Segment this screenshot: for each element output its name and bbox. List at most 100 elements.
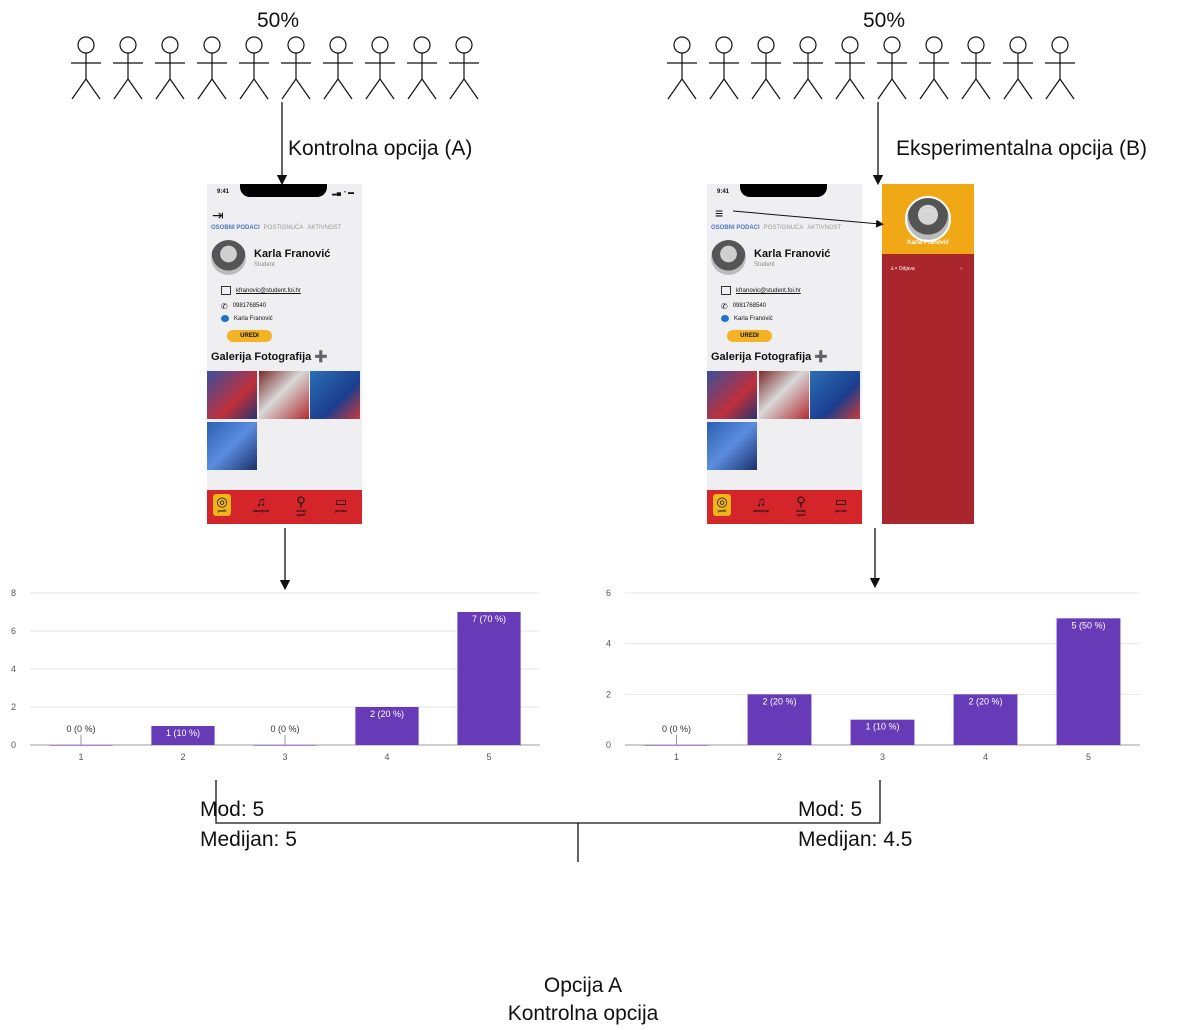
email-text[interactable]: kfranovic@student.foi.hr (236, 288, 301, 295)
phone-screenshot-b: 9:41 ≡ OSOBNI PODACI POSTIGNUĆA AKTIVNOST … (707, 184, 862, 524)
bar (747, 694, 812, 745)
mode-b: Mod: 5 (798, 798, 863, 821)
stick-figure-icon (961, 36, 991, 100)
stick-figure-icon (751, 36, 781, 100)
phone-notch (240, 184, 327, 197)
drawer-logout-item[interactable]: ♙× Odjava › (890, 266, 972, 272)
y-tick-label: 0 (11, 740, 16, 750)
data-label: 1 (10 %) (166, 728, 200, 738)
phone-text: 0981768540 (232, 303, 267, 310)
phone-icon: ✆ (221, 302, 228, 311)
stick-figure-icon (709, 36, 739, 100)
profile-tabs: OSOBNI PODACI POSTIGNUĆA AKTIVNOST (211, 225, 341, 231)
nav-profile[interactable]: ◎ profil (213, 494, 231, 516)
y-tick-label: 4 (606, 639, 611, 649)
nav-messages[interactable]: ▭ poruke (834, 494, 848, 513)
stick-figure-icon (793, 36, 823, 100)
tab-achievements[interactable]: POSTIGNUĆA (763, 225, 804, 231)
x-tick-label: 1 (674, 752, 679, 762)
stick-figure-icon (407, 36, 437, 100)
profile-role: Student (754, 262, 775, 268)
email-row: kfranovic@student.foi.hr (721, 286, 801, 295)
bar (151, 726, 215, 745)
profile-tabs: OSOBNI PODACI POSTIGNUĆA AKTIVNOST (711, 225, 841, 231)
chevron-right-icon: › (960, 266, 962, 272)
bar-chart-a: 0 2 4 6 8 0 (0 %) 1 1 (10 %) 2 0 (0 %) 3 2 (20 %) 4 7… (11, 588, 540, 762)
profile-role: Student (254, 262, 275, 268)
add-photo-icon[interactable]: ➕ (314, 351, 329, 363)
logout-icon[interactable]: ⇥ (212, 207, 224, 223)
nav-add-sport[interactable]: ⚲ dodaj sport (796, 494, 806, 517)
gallery-photo[interactable] (759, 371, 809, 419)
bar (644, 745, 709, 746)
add-photo-icon[interactable]: ➕ (814, 351, 829, 363)
y-tick-label: 4 (11, 664, 16, 674)
tab-achievements[interactable]: POSTIGNUĆA (263, 225, 304, 231)
profile-name: Karla Franović (754, 248, 831, 260)
bottom-nav: ◎ profil ♫ obavijesti ⚲ dodaj sport ▭ poruke (707, 490, 862, 524)
stick-figure-icon (1045, 36, 1075, 100)
phone-row: ✆ 0981768540 (221, 302, 267, 311)
linkedin-icon (221, 315, 229, 322)
bar (850, 719, 915, 745)
x-tick-label: 1 (78, 752, 83, 762)
edit-button[interactable]: UREDI (727, 330, 772, 342)
linkedin-row: Karla Franović (221, 315, 273, 322)
data-label: 0 (0 %) (270, 724, 299, 734)
side-drawer: Karla Franović ♙× Odjava › (882, 184, 974, 524)
y-tick-label: 6 (11, 626, 16, 636)
gallery-title: Galerija Fotografija ➕ (711, 350, 828, 363)
gallery-title: Galerija Fotografija ➕ (211, 350, 328, 363)
tab-activity[interactable]: AKTIVNOST (307, 225, 342, 231)
stick-figure-icon (919, 36, 949, 100)
phone-row: ✆ 0981768540 (721, 302, 767, 311)
drawer-logout-label: Odjava (898, 266, 915, 272)
percent-label-b: 50% (863, 9, 906, 32)
stick-figure-icon (323, 36, 353, 100)
gallery-photo[interactable] (310, 371, 360, 419)
data-label: 5 (50 %) (1071, 620, 1105, 630)
stick-figure-group-a (71, 36, 479, 100)
nav-messages[interactable]: ▭ poruke (334, 494, 348, 513)
percent-label-a: 50% (257, 9, 300, 32)
avatar (711, 240, 746, 275)
edit-button[interactable]: UREDI (227, 330, 272, 342)
nav-notifications[interactable]: ♫ obavijesti (752, 494, 770, 513)
tab-personal[interactable]: OSOBNI PODACI (211, 225, 260, 231)
conclusion: Opcija A Kontrolna opcija (433, 972, 733, 1028)
phone-text: 0981768540 (732, 303, 767, 310)
linkedin-text: Karla Franović (734, 316, 773, 323)
linkedin-icon (721, 315, 729, 322)
nav-profile[interactable]: ◎ profil (713, 494, 731, 516)
gallery-photo[interactable] (810, 371, 860, 419)
gallery-photo[interactable] (207, 371, 257, 419)
tab-personal[interactable]: OSOBNI PODACI (711, 225, 760, 231)
tab-activity[interactable]: AKTIVNOST (807, 225, 842, 231)
option-label-a: Kontrolna opcija (A) (288, 137, 473, 160)
stick-figure-icon (449, 36, 479, 100)
bottom-nav: ◎ profil ♫ obavijesti ⚲ dodaj sport ▭ poruke (207, 490, 362, 524)
stick-figure-icon (667, 36, 697, 100)
conclusion-bracket (215, 780, 881, 824)
x-tick-label: 2 (777, 752, 782, 762)
gallery-photo[interactable] (207, 422, 257, 470)
bar (457, 612, 521, 745)
hamburger-menu-icon[interactable]: ≡ (715, 205, 724, 221)
stick-figure-icon (71, 36, 101, 100)
stats-a: Mod: 5 Medijan: 5 (200, 795, 297, 855)
stick-figure-icon (281, 36, 311, 100)
email-text[interactable]: kfranovic@student.foi.hr (736, 288, 801, 295)
gallery-photo[interactable] (707, 371, 757, 419)
nav-add-sport[interactable]: ⚲ dodaj sport (296, 494, 306, 517)
phone-notch (740, 184, 827, 197)
gallery-photo[interactable] (707, 422, 757, 470)
y-tick-label: 8 (11, 588, 16, 598)
gallery-photo[interactable] (259, 371, 309, 419)
median-b: Medijan: 4.5 (798, 828, 913, 851)
y-tick-label: 2 (606, 689, 611, 699)
stick-figure-group-b (667, 36, 1075, 100)
profile-name: Karla Franović (254, 248, 331, 260)
nav-notifications[interactable]: ♫ obavijesti (252, 494, 270, 513)
x-tick-label: 3 (282, 752, 287, 762)
